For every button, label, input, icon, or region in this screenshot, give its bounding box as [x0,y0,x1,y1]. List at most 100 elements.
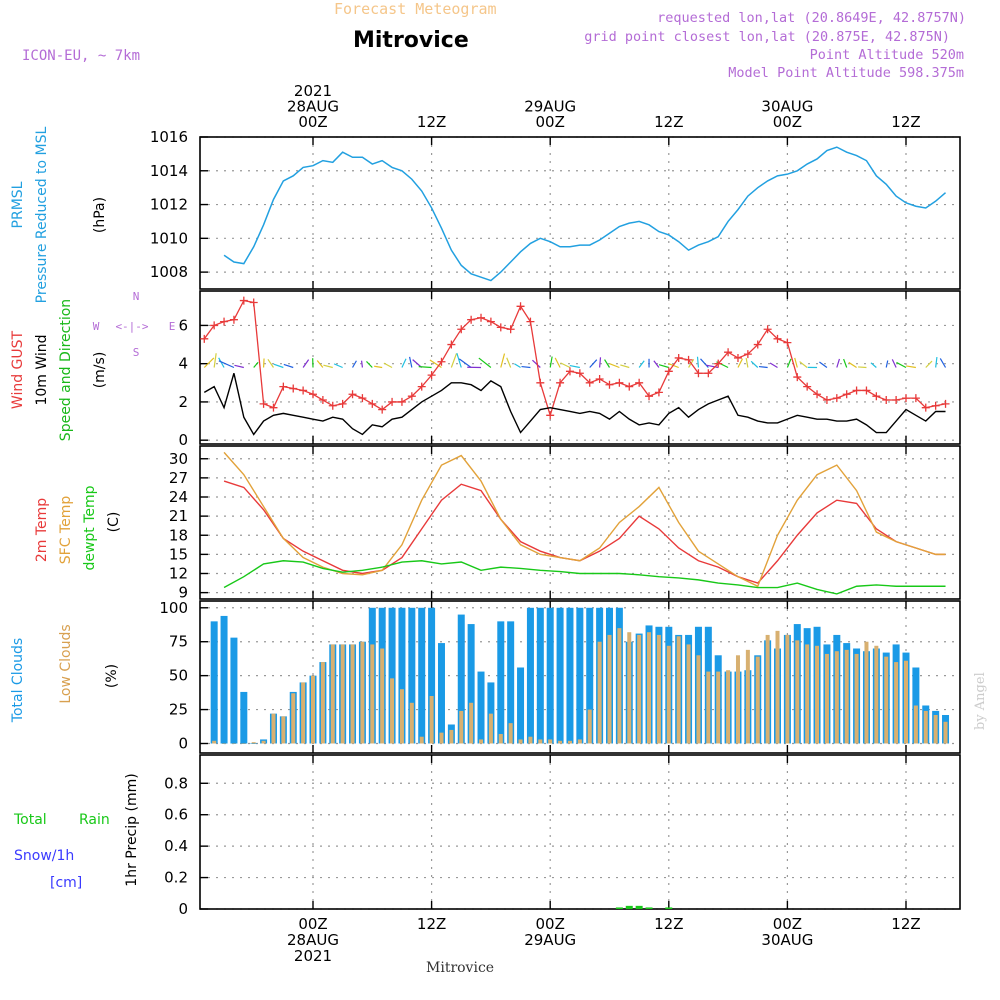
low-cloud-bar [212,740,217,744]
wind-gust-point [832,394,841,403]
low-cloud-bar [330,644,335,744]
wind-gust-point [882,396,891,405]
low-cloud-bar [508,723,513,744]
grid-point-coords: grid point closest lon,lat (20.875E, 42.… [584,29,950,45]
wind-gust-point [269,403,278,412]
time-label-bottom: 00Z [298,915,327,933]
wind-direction-arrow [569,364,580,369]
time-label-bottom: 12Z [417,915,446,933]
wind-gust-point [259,399,268,408]
wind-gust-point [852,386,861,395]
time-label-top: 29AUG [524,98,576,116]
y-tick-label: 27 [169,469,188,487]
pressure-series-line [223,146,947,282]
wind-gust-point [645,392,654,401]
wind-gust-point [546,411,555,420]
low-cloud-bar [419,736,424,744]
wind-gust-point [822,396,831,405]
wind-gust-point [664,367,673,376]
wind-gust-point [763,325,772,334]
point-altitude: Point Altitude 520m [810,47,964,63]
low-cloud-bar [271,713,276,744]
precip-bar [615,907,623,909]
wind-gust-point [516,302,525,311]
total-cloud-bar [250,743,258,744]
total-cloud-bar [220,615,228,744]
wind-direction-arrow [456,352,462,368]
wind-gust-point [556,378,565,387]
low-cloud-bar [311,675,315,744]
wind-direction-arrow [234,364,244,369]
low-cloud-bar [459,710,464,744]
wind-gust-point [704,369,713,378]
wind-gust-point [872,392,881,401]
wind-gust-point [892,396,901,405]
wind-direction-arrow [429,359,442,369]
wind-direction-arrow [418,366,432,369]
low-cloud-bar [538,739,543,744]
wind-direction-arrow [316,360,324,368]
compass-label: N [133,290,140,303]
y-tick-label: 24 [169,488,188,506]
time-label-bottom: 29AUG [524,931,576,949]
low-cloud-bar [390,678,395,744]
low-cloud-bar [686,644,691,744]
panel-axis-label: 2m Temp [34,498,50,562]
y-tick-label: 50 [169,667,188,685]
low-cloud-bar [795,640,800,744]
low-cloud-bar [479,739,484,744]
wind-direction-arrow [532,359,541,368]
panel-frame [199,136,961,290]
low-cloud-bar [627,632,632,744]
low-cloud-bar [647,632,652,744]
wind-gust-point [447,340,456,349]
footer-location: Mitrovice [426,960,494,976]
panel-frame [199,445,961,600]
low-cloud-bar [548,739,553,744]
wind-gust-point [229,315,238,324]
time-label-bottom: 12Z [891,915,920,933]
panel-frame [199,754,961,910]
low-cloud-bar [251,742,256,744]
low-cloud-bar [854,653,859,744]
low-cloud-bar [844,649,849,744]
wind-direction-arrow [870,362,877,368]
wind-gust-point [486,317,495,326]
low-cloud-bar [301,682,306,744]
low-cloud-bar [488,713,493,744]
wind-gust-point [220,317,229,326]
wind-direction-arrow [653,360,660,368]
low-cloud-bar [597,641,602,744]
time-label-bottom: 00Z [536,915,565,933]
low-cloud-bar [429,696,434,744]
sfc-temp-line [223,451,946,588]
low-cloud-bar [320,662,325,744]
y-tick-label: 1012 [150,196,188,214]
time-label-bottom: 00Z [773,915,802,933]
low-cloud-bar [449,729,454,744]
wind-direction-arrow [819,361,828,368]
wind-gust-point [309,390,317,399]
low-cloud-bar [676,636,681,744]
low-cloud-bar [824,653,829,744]
y-tick-label: 2 [178,393,188,411]
total-cloud-bar [546,607,554,744]
y-tick-label: 21 [169,507,188,525]
y-tick-label: 4 [178,355,188,373]
wind-direction-arrow [549,356,553,368]
wind-gust-point [733,353,742,362]
low-cloud-bar [864,641,869,744]
y-tick-label: 1014 [150,162,188,180]
wind-direction-arrow [706,364,719,369]
wind-gust-point [328,401,337,410]
low-cloud-bar [261,740,266,744]
wind-gust-point [674,353,683,362]
y-tick-label: 100 [159,599,188,617]
time-label-top: 2021 [294,82,332,100]
low-cloud-bar [231,743,236,744]
wind-gust-point [941,399,950,408]
wind-direction-arrow [658,364,669,369]
wind-gust-point [249,298,258,307]
